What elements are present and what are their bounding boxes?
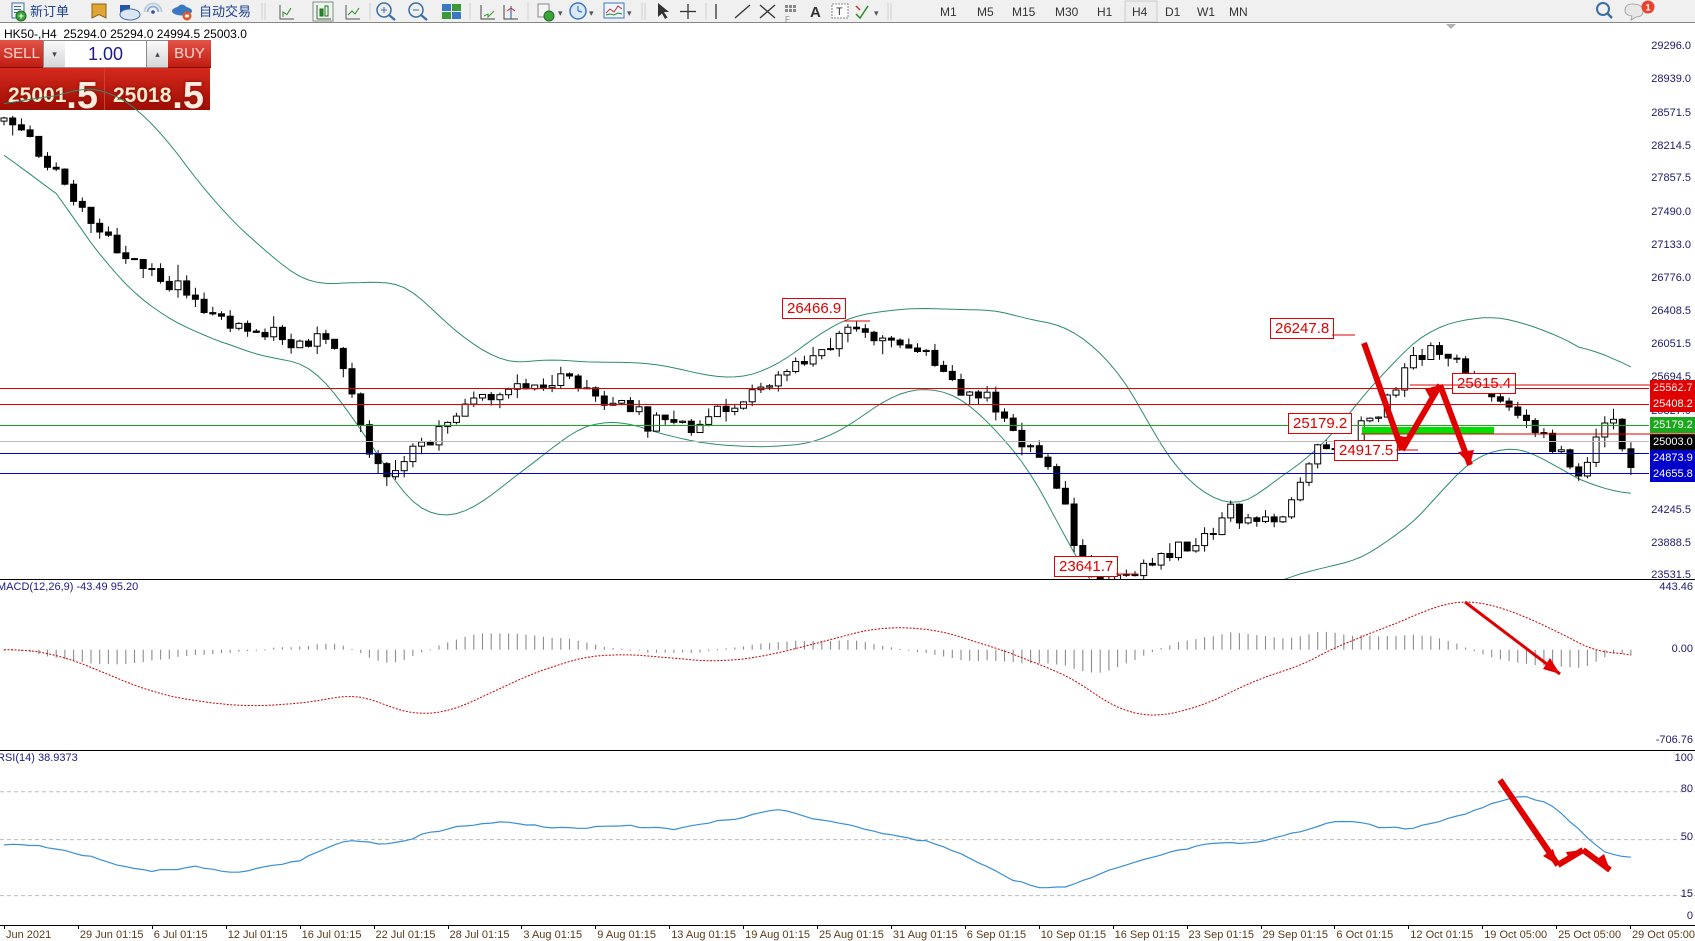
svg-text:M5: M5 <box>977 5 994 19</box>
svg-text:W1: W1 <box>1197 5 1215 19</box>
svg-text:M30: M30 <box>1055 5 1079 19</box>
svg-text:新订单: 新订单 <box>30 4 69 19</box>
svg-text:▾: ▾ <box>558 8 563 18</box>
svg-text:H4: H4 <box>1132 5 1148 19</box>
svg-text:D1: D1 <box>1165 5 1181 19</box>
svg-text:▾: ▾ <box>874 8 879 18</box>
svg-text:M1: M1 <box>940 5 957 19</box>
svg-text:A: A <box>810 4 821 21</box>
svg-text:F: F <box>785 15 790 23</box>
svg-text:T: T <box>836 6 843 18</box>
svg-text:▾: ▾ <box>627 8 632 18</box>
svg-text:自动交易: 自动交易 <box>199 4 251 19</box>
svg-text:▾: ▾ <box>589 8 594 18</box>
svg-text:M15: M15 <box>1012 5 1036 19</box>
svg-text:1: 1 <box>1645 2 1650 12</box>
svg-text:H1: H1 <box>1097 5 1113 19</box>
svg-text:MN: MN <box>1229 5 1248 19</box>
